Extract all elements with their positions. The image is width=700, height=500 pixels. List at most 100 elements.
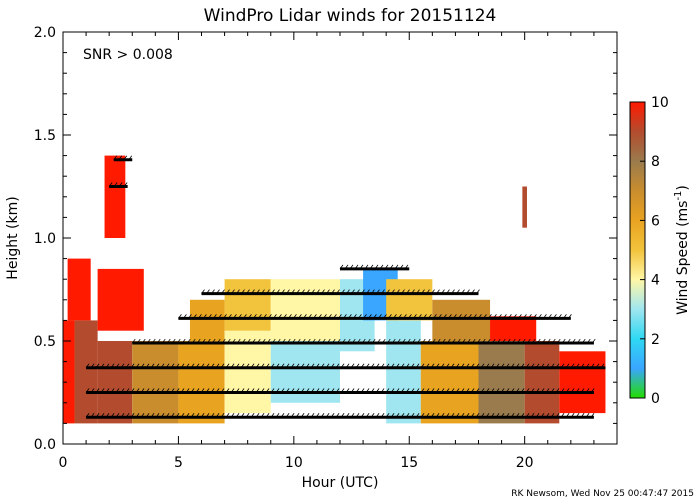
wind-barb bbox=[125, 363, 130, 369]
wind-barb bbox=[281, 289, 285, 294]
wind-barb bbox=[241, 289, 245, 294]
wind-barb bbox=[235, 412, 240, 418]
wind-barb bbox=[260, 363, 265, 369]
wind-barb bbox=[570, 388, 575, 393]
wind-barb bbox=[399, 264, 404, 270]
wind-barb bbox=[458, 314, 462, 319]
wind-barb bbox=[190, 388, 195, 393]
wind-barb bbox=[445, 412, 450, 418]
wind-barb bbox=[276, 338, 281, 344]
wind-barb bbox=[261, 338, 266, 344]
heat-cell bbox=[97, 341, 133, 424]
wind-barb bbox=[285, 412, 290, 418]
wind-barb bbox=[339, 264, 344, 270]
wind-barb bbox=[170, 412, 175, 418]
wind-barb bbox=[435, 412, 440, 418]
wind-barb bbox=[140, 388, 145, 393]
wind-barb bbox=[283, 314, 287, 319]
wind-barb bbox=[381, 338, 386, 344]
wind-barb bbox=[316, 289, 320, 294]
wind-barb bbox=[431, 289, 435, 294]
wind-barb bbox=[266, 289, 270, 294]
colorbar-tick-label: 2 bbox=[651, 332, 660, 348]
wind-barb bbox=[376, 338, 381, 344]
wind-barb bbox=[541, 338, 546, 344]
wind-barb bbox=[308, 314, 312, 319]
wind-barb bbox=[288, 314, 292, 319]
wind-barb bbox=[320, 363, 325, 369]
wind-barb bbox=[355, 388, 360, 393]
y-tick-label: 2.0 bbox=[34, 25, 56, 41]
wind-barb bbox=[545, 388, 550, 393]
wind-barb bbox=[576, 338, 581, 344]
wind-barb bbox=[465, 412, 470, 418]
wind-barb bbox=[396, 289, 400, 294]
wind-barb bbox=[185, 412, 190, 418]
wind-barb bbox=[260, 388, 265, 393]
wind-barb bbox=[425, 388, 430, 393]
colorbar-tick-label: 0 bbox=[651, 391, 660, 407]
wind-barb bbox=[215, 412, 220, 418]
wind-barb bbox=[248, 314, 252, 319]
barb-row bbox=[178, 314, 572, 320]
wind-barb bbox=[190, 412, 195, 418]
wind-barb bbox=[500, 412, 505, 418]
wind-barb bbox=[440, 388, 445, 393]
wind-barb bbox=[130, 363, 135, 369]
wind-barb bbox=[400, 363, 405, 369]
wind-barb bbox=[330, 388, 335, 393]
heat-cell bbox=[559, 351, 606, 414]
wind-barb bbox=[271, 289, 275, 294]
wind-barb bbox=[358, 314, 362, 319]
wind-barb bbox=[246, 338, 251, 344]
wind-barb bbox=[120, 388, 125, 393]
wind-barb bbox=[238, 314, 242, 319]
wind-barb bbox=[496, 338, 501, 344]
wind-barb bbox=[581, 338, 586, 344]
wind-barb bbox=[525, 412, 530, 418]
wind-barb bbox=[241, 338, 246, 344]
colorbar-tick-label: 4 bbox=[651, 273, 660, 289]
wind-barb bbox=[230, 412, 235, 418]
barb-row bbox=[85, 363, 606, 370]
wind-barb bbox=[195, 363, 200, 369]
heat-cell bbox=[97, 268, 144, 331]
heat-cell bbox=[132, 341, 179, 424]
wind-barb bbox=[200, 363, 205, 369]
wind-barb bbox=[580, 388, 585, 393]
wind-barb bbox=[379, 264, 384, 270]
wind-barb bbox=[195, 388, 200, 393]
wind-barb bbox=[105, 412, 110, 418]
wind-barb bbox=[318, 314, 322, 319]
wind-barb bbox=[348, 314, 352, 319]
wind-barb bbox=[183, 314, 187, 319]
wind-barb bbox=[225, 412, 230, 418]
wind-barb bbox=[275, 363, 280, 369]
wind-barb bbox=[415, 363, 420, 369]
wind-barb bbox=[285, 363, 290, 369]
wind-barb bbox=[563, 314, 567, 319]
wind-barb bbox=[515, 363, 520, 369]
wind-barb bbox=[531, 338, 536, 344]
wind-barb bbox=[451, 289, 455, 294]
heat-cell bbox=[432, 299, 491, 341]
wind-barb bbox=[220, 363, 225, 369]
wind-barb bbox=[371, 289, 375, 294]
wind-barb bbox=[250, 412, 255, 418]
wind-barb bbox=[404, 264, 409, 270]
wind-barb bbox=[165, 363, 170, 369]
wind-barb bbox=[406, 289, 410, 294]
wind-barb bbox=[580, 412, 585, 418]
wind-barb bbox=[366, 338, 371, 344]
wind-barb bbox=[530, 363, 535, 369]
wind-barb bbox=[245, 363, 250, 369]
barb-row bbox=[131, 338, 596, 345]
wind-barb bbox=[320, 388, 325, 393]
heat-cell bbox=[386, 320, 421, 424]
wind-barb bbox=[295, 412, 300, 418]
wind-barb bbox=[463, 314, 467, 319]
wind-barb bbox=[286, 289, 290, 294]
barb-row bbox=[339, 264, 410, 271]
wind-barb bbox=[251, 338, 256, 344]
wind-barb bbox=[108, 182, 113, 187]
